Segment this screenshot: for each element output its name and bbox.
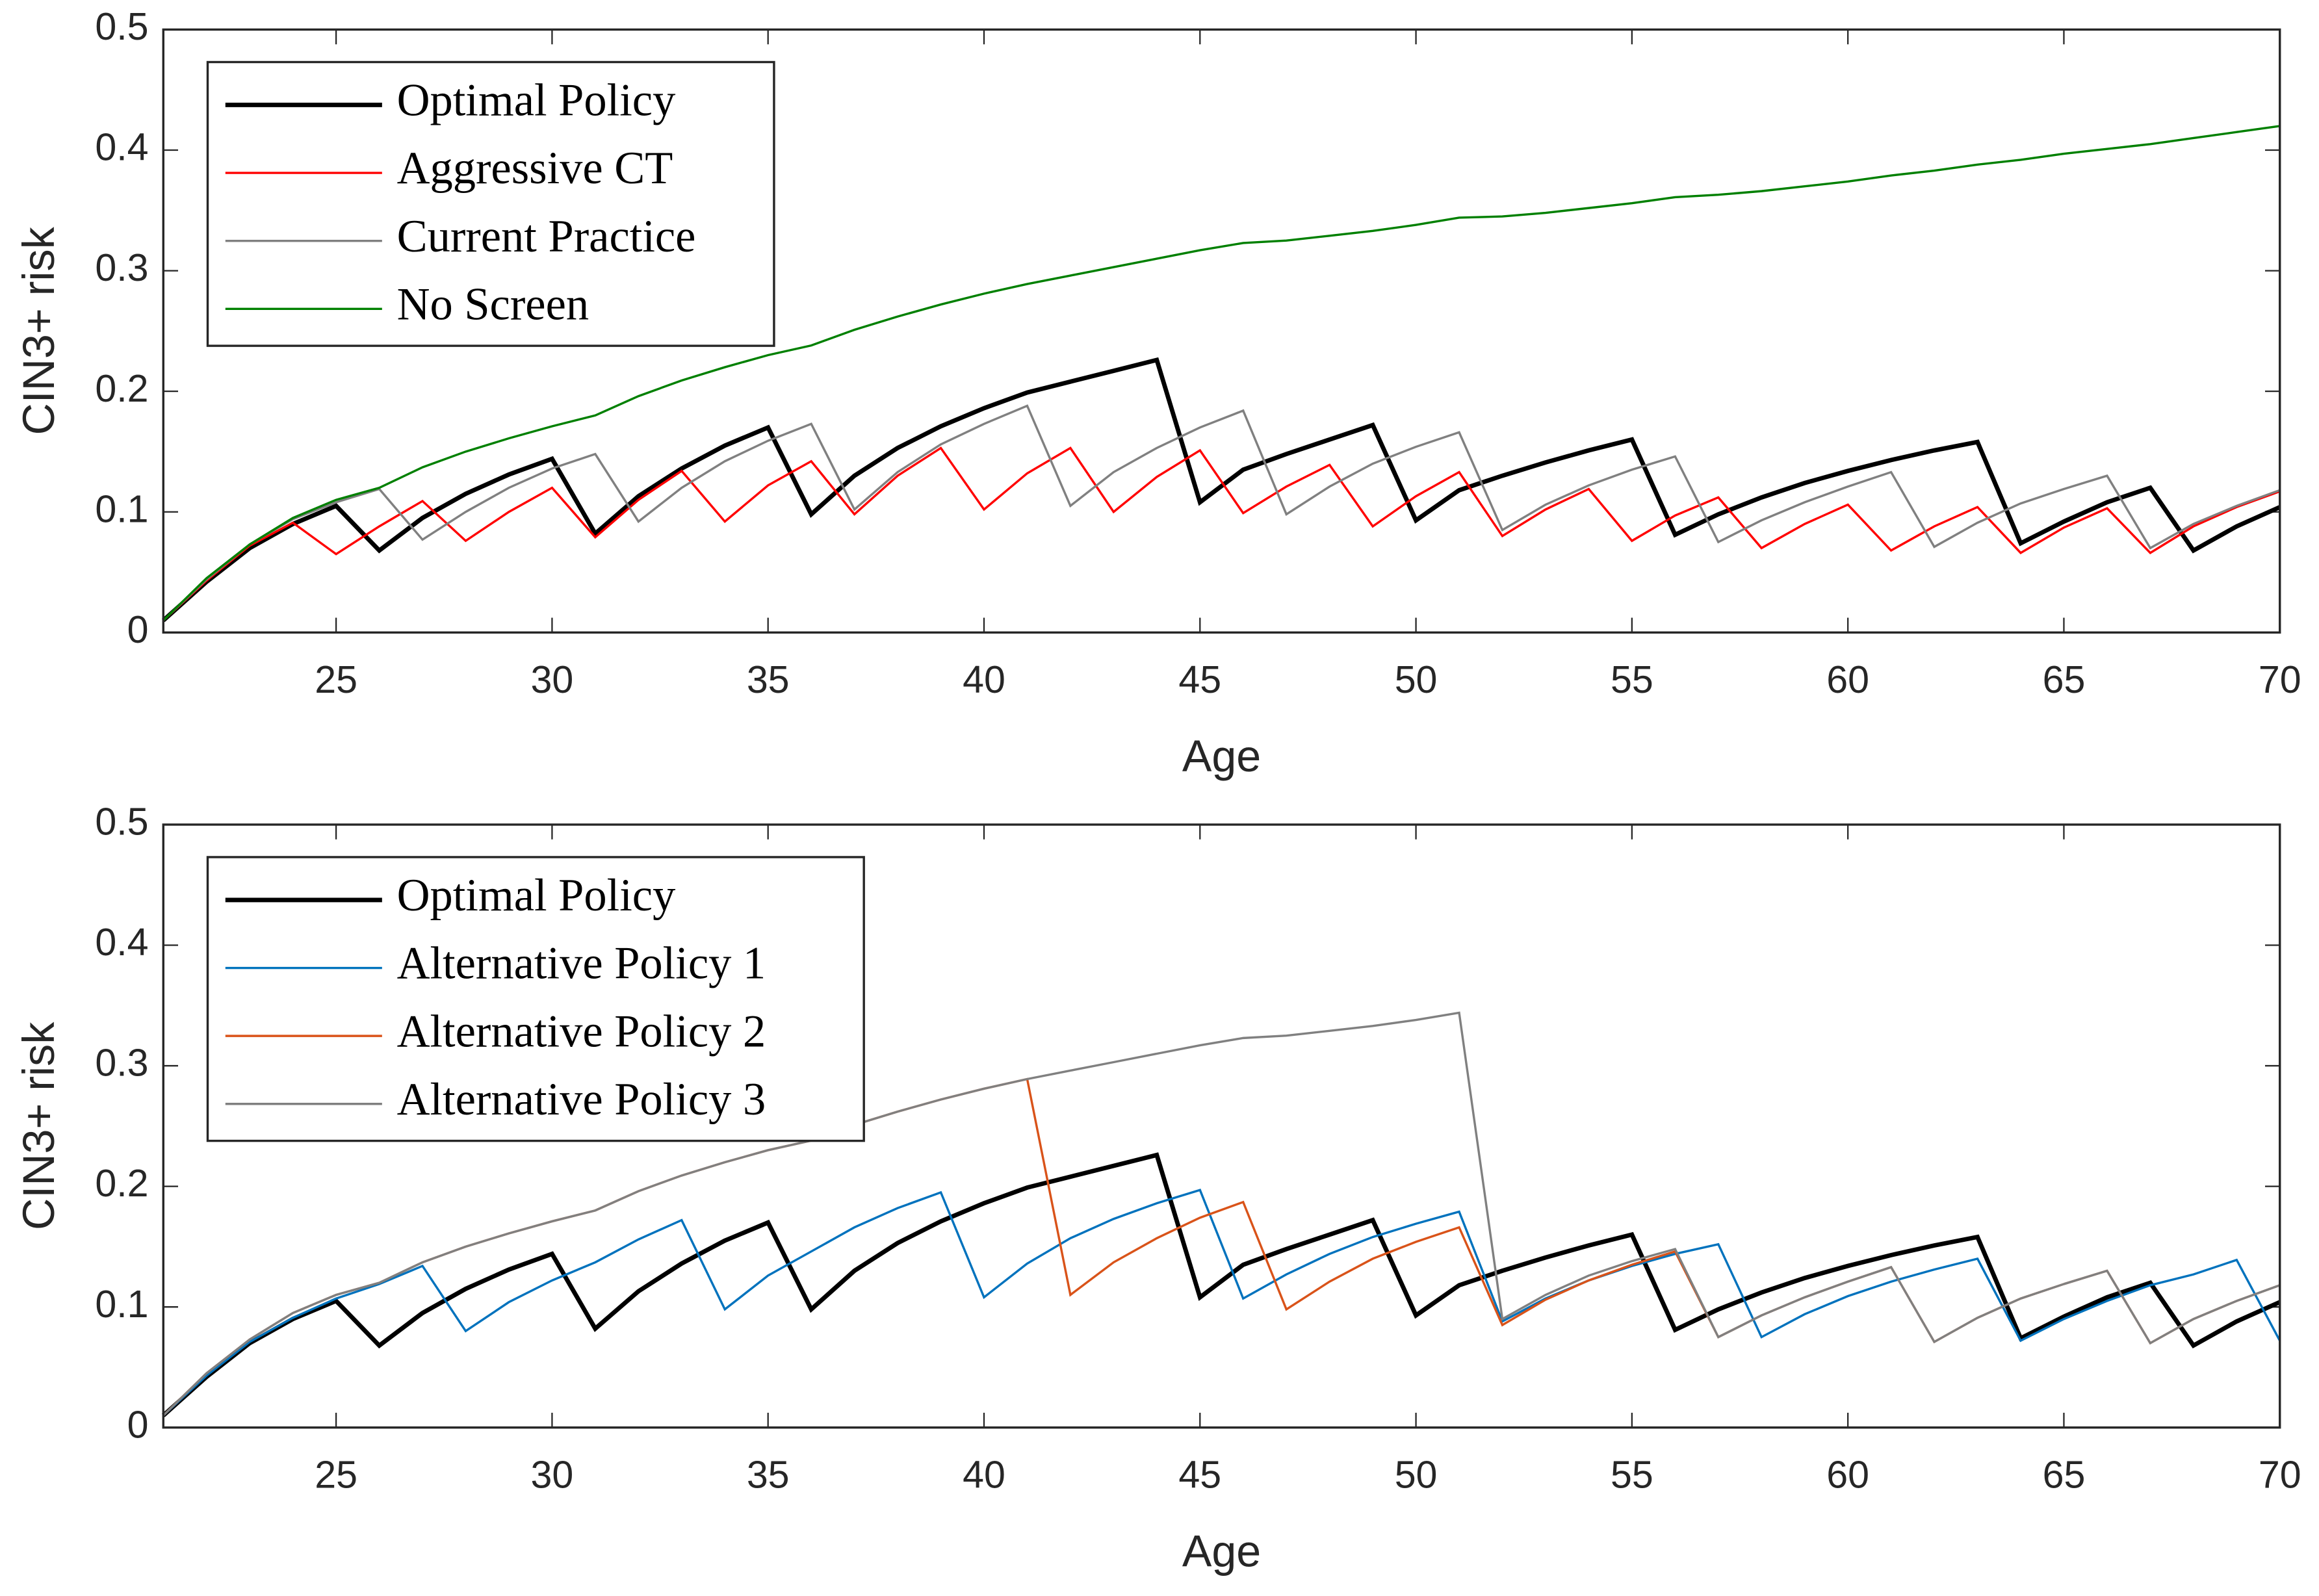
x-tick-label: 65 (2043, 1453, 2086, 1497)
y-tick-label: 0.1 (95, 487, 148, 530)
axes-box (162, 823, 2281, 1429)
legend-box (206, 856, 865, 1142)
y-axis-label: CIN3+ risk (14, 1022, 64, 1230)
legend-label: Optimal Policy (397, 75, 676, 126)
series-line (162, 1189, 2281, 1417)
y-tick-label: 0 (127, 1402, 149, 1446)
y-tick-label: 0.4 (95, 125, 148, 169)
y-tick-label: 0.3 (95, 1041, 148, 1085)
y-tick-label: 0.2 (95, 1161, 148, 1205)
series-line (162, 1011, 2281, 1417)
series-line (162, 404, 2281, 621)
legend-label: Alternative Policy 1 (397, 938, 766, 989)
x-tick-label: 30 (531, 658, 574, 701)
y-tick-label: 0.4 (95, 920, 148, 964)
x-tick-label: 35 (747, 1453, 790, 1497)
x-tick-label: 45 (1178, 658, 1221, 701)
y-tick-label: 0.5 (95, 800, 148, 843)
x-tick-label: 60 (1826, 658, 1869, 701)
y-tick-label: 0 (127, 608, 149, 651)
x-tick-label: 55 (1611, 658, 1653, 701)
legend-box (206, 60, 775, 347)
series-line (162, 125, 2280, 621)
x-tick-label: 70 (2259, 658, 2301, 701)
x-axis-label: Age (1182, 732, 1261, 781)
x-tick-label: 65 (2043, 658, 2086, 701)
x-axis-label: Age (1182, 1526, 1261, 1576)
legend-label: No Screen (397, 279, 589, 329)
x-tick-label: 45 (1178, 1453, 1221, 1497)
y-tick-label: 0.2 (95, 367, 148, 410)
y-tick-label: 0.1 (95, 1282, 148, 1326)
x-tick-label: 40 (963, 658, 1005, 701)
legend-label: Aggressive CT (397, 143, 673, 194)
series-line (162, 357, 2281, 623)
series-line (162, 446, 2281, 622)
axes-box (162, 28, 2281, 634)
series-line (162, 1152, 2281, 1417)
x-tick-label: 50 (1395, 658, 1438, 701)
x-tick-label: 50 (1395, 1453, 1438, 1497)
legend-label: Optimal Policy (397, 870, 676, 921)
x-tick-label: 25 (315, 658, 357, 701)
y-tick-label: 0.3 (95, 246, 148, 289)
y-axis-label: CIN3+ risk (14, 226, 64, 435)
y-tick-label: 0.5 (95, 5, 148, 48)
x-tick-label: 30 (531, 1453, 574, 1497)
x-tick-label: 35 (747, 658, 790, 701)
legend-label: Current Practice (397, 211, 696, 262)
x-tick-label: 60 (1826, 1453, 1869, 1497)
legend-label: Alternative Policy 3 (397, 1074, 766, 1125)
x-tick-label: 70 (2259, 1453, 2301, 1497)
x-tick-label: 40 (963, 1453, 1005, 1497)
x-tick-label: 25 (315, 1453, 357, 1497)
legend-label: Alternative Policy 2 (397, 1006, 766, 1057)
x-tick-label: 55 (1611, 1453, 1653, 1497)
